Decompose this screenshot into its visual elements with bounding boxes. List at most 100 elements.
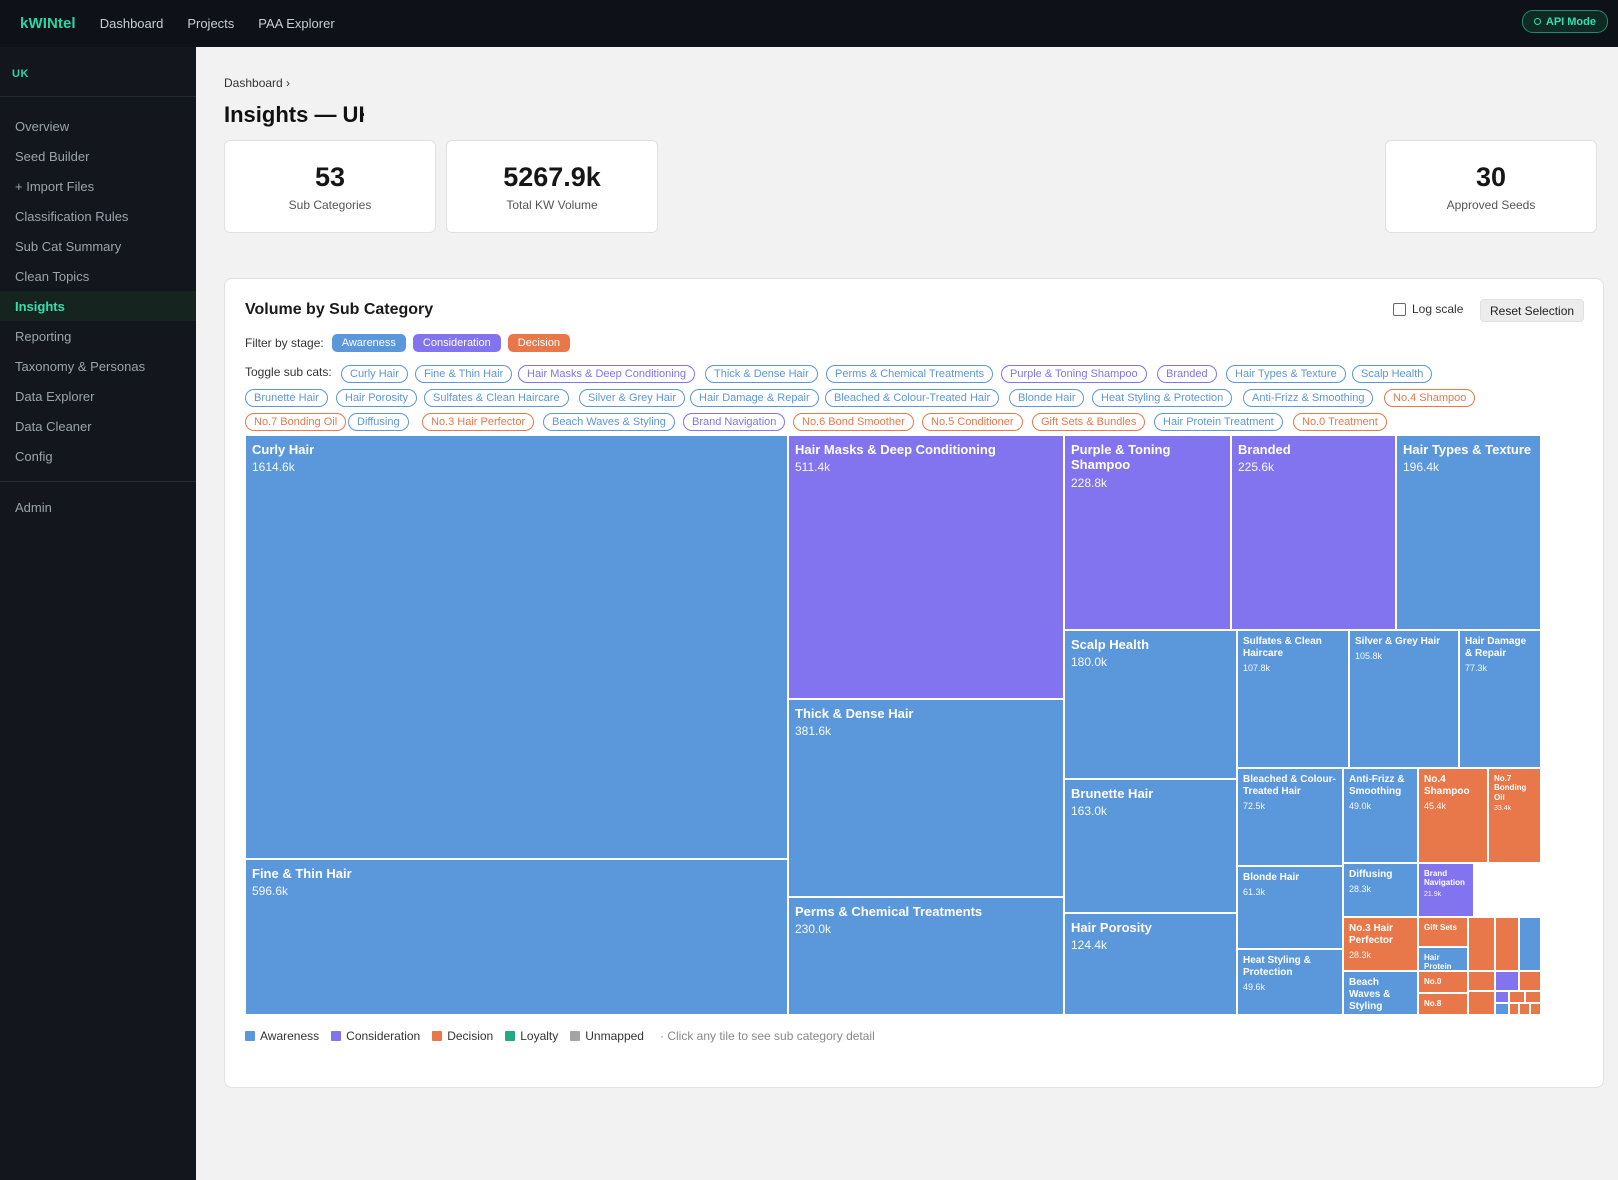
tile-value: 28.3k <box>1349 949 1372 960</box>
treemap-tile-hair-types-texture[interactable]: Hair Types & Texture 196.4k <box>1396 435 1541 630</box>
treemap-tile-no-3-hair-perfector[interactable]: No.3 Hair Perfector 28.3k <box>1343 917 1418 971</box>
subcat-chip-scalp-health[interactable]: Scalp Health <box>1352 365 1433 383</box>
breadcrumb[interactable]: Dashboard › <box>224 76 291 90</box>
treemap-tile-thick-dense-hair[interactable]: Thick & Dense Hair 381.6k <box>788 699 1064 897</box>
subcat-chip-thick-dense-hair[interactable]: Thick & Dense Hair <box>705 365 818 383</box>
sidebar-item-data-explorer[interactable]: Data Explorer <box>15 388 95 404</box>
log-scale-toggle[interactable]: Log scale <box>1393 302 1463 316</box>
sidebar-item-insights[interactable]: Insights <box>0 291 196 321</box>
sidebar-item-data-cleaner[interactable]: Data Cleaner <box>15 418 92 434</box>
treemap-tile-diffusing[interactable]: Diffusing 28.3k <box>1343 863 1418 917</box>
sidebar-item-import-files[interactable]: + Import Files <box>15 178 95 194</box>
stage-chip-decision[interactable]: Decision <box>507 334 570 352</box>
sidebar-item-overview[interactable]: Overview <box>15 118 70 134</box>
reset-selection-button[interactable]: Reset Selection <box>1480 299 1585 322</box>
sidebar-item-seed-builder[interactable]: Seed Builder <box>15 148 90 164</box>
treemap-tile-small[interactable] <box>1509 991 1525 1003</box>
treemap-tile-small[interactable] <box>1525 991 1541 1003</box>
subcat-chip-no-3-hair-perfector[interactable]: No.3 Hair Perfector <box>422 413 535 431</box>
treemap-tile-small[interactable] <box>1495 917 1519 971</box>
treemap-tile-brand-navigation[interactable]: Brand Navigation 21.9k <box>1418 863 1474 917</box>
treemap-tile-perms-chemical-treatments[interactable]: Perms & Chemical Treatments 230.0k <box>788 897 1064 1015</box>
subcat-chip-silver-grey-hair[interactable]: Silver & Grey Hair <box>579 389 686 407</box>
subcat-chip-no-4-shampoo[interactable]: No.4 Shampoo <box>1384 389 1476 407</box>
nav-paa-explorer[interactable]: PAA Explorer <box>258 16 335 31</box>
subcat-chip-branded[interactable]: Branded <box>1157 365 1217 383</box>
treemap-tile-hair-protein[interactable]: Hair Protein <box>1418 947 1468 971</box>
treemap-tile-hair-damage-repair[interactable]: Hair Damage & Repair 77.3k <box>1459 630 1541 768</box>
subcat-chip-blonde-hair[interactable]: Blonde Hair <box>1009 389 1085 407</box>
subcat-chip-brunette-hair[interactable]: Brunette Hair <box>245 389 328 407</box>
treemap-tile-beach-waves-styling[interactable]: Beach Waves & Styling <box>1343 971 1418 1015</box>
treemap-tile-small[interactable] <box>1519 917 1541 971</box>
subcat-chip-hair-types-texture[interactable]: Hair Types & Texture <box>1226 365 1346 383</box>
sidebar-item-classification-rules[interactable]: Classification Rules <box>15 208 129 224</box>
treemap-tile-small[interactable] <box>1495 1003 1509 1015</box>
treemap-tile-small[interactable] <box>1509 1003 1519 1015</box>
sidebar-item-clean-topics[interactable]: Clean Topics <box>15 268 90 284</box>
subcat-chip-hair-masks-deep-conditioning[interactable]: Hair Masks & Deep Conditioning <box>518 365 695 383</box>
subcat-chip-hair-protein-treatment[interactable]: Hair Protein Treatment <box>1154 413 1283 431</box>
sidebar-item-reporting[interactable]: Reporting <box>15 328 72 344</box>
treemap-tile-purple-toning-shampoo[interactable]: Purple & Toning Shampoo 228.8k <box>1064 435 1231 630</box>
subcat-chip-anti-frizz-smoothing[interactable]: Anti-Frizz & Smoothing <box>1243 389 1374 407</box>
treemap-tile-sulfates-clean-haircare[interactable]: Sulfates & Clean Haircare 107.8k <box>1237 630 1349 768</box>
subcat-chip-no-0-treatment[interactable]: No.0 Treatment <box>1293 413 1387 431</box>
subcat-chip-fine-thin-hair[interactable]: Fine & Thin Hair <box>415 365 513 383</box>
subcat-chip-diffusing[interactable]: Diffusing <box>348 413 409 431</box>
treemap-tile-small[interactable] <box>1495 991 1509 1003</box>
treemap-tile-small[interactable] <box>1519 1003 1530 1015</box>
subcat-chip-bleached-colour-treated-hair[interactable]: Bleached & Colour-Treated Hair <box>825 389 1000 407</box>
nav-projects[interactable]: Projects <box>187 16 235 31</box>
treemap-tile-no-0[interactable]: No.0 <box>1418 971 1468 993</box>
treemap-tile-anti-frizz-smoothing[interactable]: Anti-Frizz & Smoothing 49.0k <box>1343 768 1418 863</box>
treemap-tile-small[interactable] <box>1468 917 1495 971</box>
legend-swatch <box>570 1031 581 1041</box>
nav-dashboard[interactable]: Dashboard <box>99 16 164 31</box>
subcat-chip-gift-sets-bundles[interactable]: Gift Sets & Bundles <box>1032 413 1146 431</box>
treemap-tile-small[interactable] <box>1530 1003 1541 1015</box>
sidebar-item-admin[interactable]: Admin <box>15 499 52 515</box>
subcat-chip-purple-toning-shampoo[interactable]: Purple & Toning Shampoo <box>1001 365 1147 383</box>
treemap-tile-no-8[interactable]: No.8 <box>1418 993 1468 1015</box>
treemap-tile-hair-porosity[interactable]: Hair Porosity 124.4k <box>1064 913 1237 1015</box>
subcat-chip-beach-waves-styling[interactable]: Beach Waves & Styling <box>543 413 675 431</box>
treemap-tile-hair-masks-deep-conditioning[interactable]: Hair Masks & Deep Conditioning 511.4k <box>788 435 1064 699</box>
treemap-tile-heat-styling-protection[interactable]: Heat Styling & Protection 49.6k <box>1237 949 1343 1015</box>
stage-chip-awareness[interactable]: Awareness <box>331 334 406 352</box>
api-mode-badge[interactable]: API Mode <box>1521 10 1608 33</box>
treemap-tile-small[interactable] <box>1519 971 1541 991</box>
subcat-chip-sulfates-clean-haircare[interactable]: Sulfates & Clean Haircare <box>424 389 569 407</box>
treemap-tile-blonde-hair[interactable]: Blonde Hair 61.3k <box>1237 866 1343 949</box>
treemap-tile-small[interactable] <box>1468 991 1495 1015</box>
subcat-chip-brand-navigation[interactable]: Brand Navigation <box>683 413 786 431</box>
subcat-chip-perms-chemical-treatments[interactable]: Perms & Chemical Treatments <box>826 365 994 383</box>
treemap-tile-brunette-hair[interactable]: Brunette Hair 163.0k <box>1064 779 1237 913</box>
brand-logo[interactable]: kWINtel <box>20 15 76 32</box>
sidebar-item-sub-cat-summary[interactable]: Sub Cat Summary <box>15 238 122 254</box>
treemap-tile-scalp-health[interactable]: Scalp Health 180.0k <box>1064 630 1237 779</box>
treemap-tile-fine-thin-hair[interactable]: Fine & Thin Hair 596.6k <box>245 859 788 1015</box>
subcat-chip-no-7-bonding-oil[interactable]: No.7 Bonding Oil <box>245 413 347 431</box>
treemap-tile-curly-hair[interactable]: Curly Hair 1614.6k <box>245 435 788 859</box>
treemap-tile-bleached-colour-treated-hair[interactable]: Bleached & Colour-Treated Hair 72.5k <box>1237 768 1343 866</box>
treemap-tile-gift-sets[interactable]: Gift Sets <box>1418 917 1468 947</box>
subcat-chip-no-6-bond-smoother[interactable]: No.6 Bond Smoother <box>793 413 914 431</box>
treemap-hint: · Click any tile to see sub category det… <box>659 1029 875 1043</box>
treemap-tile-small[interactable] <box>1495 971 1519 991</box>
subcat-chip-hair-porosity[interactable]: Hair Porosity <box>336 389 417 407</box>
treemap-tile-silver-grey-hair[interactable]: Silver & Grey Hair 105.8k <box>1349 630 1459 768</box>
subcat-chip-curly-hair[interactable]: Curly Hair <box>341 365 408 383</box>
treemap-tile-no-7-bonding-oil[interactable]: No.7 Bonding Oil 33.4k <box>1488 768 1541 863</box>
subcat-chip-heat-styling-protection[interactable]: Heat Styling & Protection <box>1092 389 1233 407</box>
stage-chip-consideration[interactable]: Consideration <box>412 334 501 352</box>
treemap-tile-no-4-shampoo[interactable]: No.4 Shampoo 45.4k <box>1418 768 1488 863</box>
tile-label: Heat Styling & Protection <box>1243 955 1311 978</box>
subcat-chip-hair-damage-repair[interactable]: Hair Damage & Repair <box>690 389 819 407</box>
treemap-tile-branded[interactable]: Branded 225.6k <box>1231 435 1396 630</box>
sidebar-item-taxonomy-personas[interactable]: Taxonomy & Personas <box>15 358 146 374</box>
treemap-tile-small[interactable] <box>1468 971 1495 991</box>
sidebar-item-config[interactable]: Config <box>15 448 53 464</box>
log-scale-checkbox[interactable] <box>1393 302 1406 316</box>
subcat-chip-no-5-conditioner[interactable]: No.5 Conditioner <box>922 413 1023 431</box>
